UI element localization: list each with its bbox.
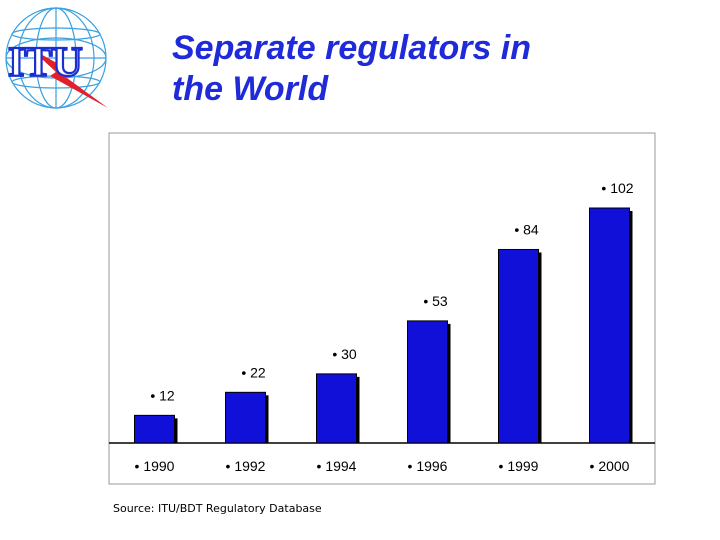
bar-1 xyxy=(225,391,266,444)
x-tick-label-2: • 1994 xyxy=(317,458,357,474)
itu-logo: ITU xyxy=(5,7,108,109)
data-label-1: • 22 xyxy=(241,364,266,380)
chart-frame xyxy=(108,132,656,485)
chart-marks: • 12 • 1990 • 22 • 1992 • 30 • 1994 • 53 • 1996… xyxy=(134,180,634,474)
x-tick-label-4: • 1999 xyxy=(499,458,539,474)
data-label-0: • 12 xyxy=(150,387,175,403)
data-label-3: • 53 xyxy=(423,293,448,309)
bar-5 xyxy=(589,207,630,444)
title-line-1: Separate regulators in xyxy=(172,29,532,67)
x-tick-label-0: • 1990 xyxy=(135,458,175,474)
source-note: Source: ITU/BDT Regulatory Database xyxy=(113,502,322,515)
data-label-5: • 102 xyxy=(601,180,633,196)
bar-4 xyxy=(498,248,539,444)
logo-text: ITU xyxy=(8,40,83,86)
x-tick-label-3: • 1996 xyxy=(408,458,448,474)
bar-0 xyxy=(134,414,175,444)
bar-2 xyxy=(316,373,357,444)
lightning-icon xyxy=(30,48,108,108)
x-tick-label-5: • 2000 xyxy=(590,458,630,474)
bar-3 xyxy=(407,320,448,444)
x-tick-label-1: • 1992 xyxy=(226,458,266,474)
slide-title: Separate regulators in the World xyxy=(172,28,531,110)
data-label-4: • 84 xyxy=(514,221,539,237)
data-label-2: • 30 xyxy=(332,346,357,362)
globe-icon xyxy=(5,7,107,109)
title-line-2: the World xyxy=(172,70,329,108)
